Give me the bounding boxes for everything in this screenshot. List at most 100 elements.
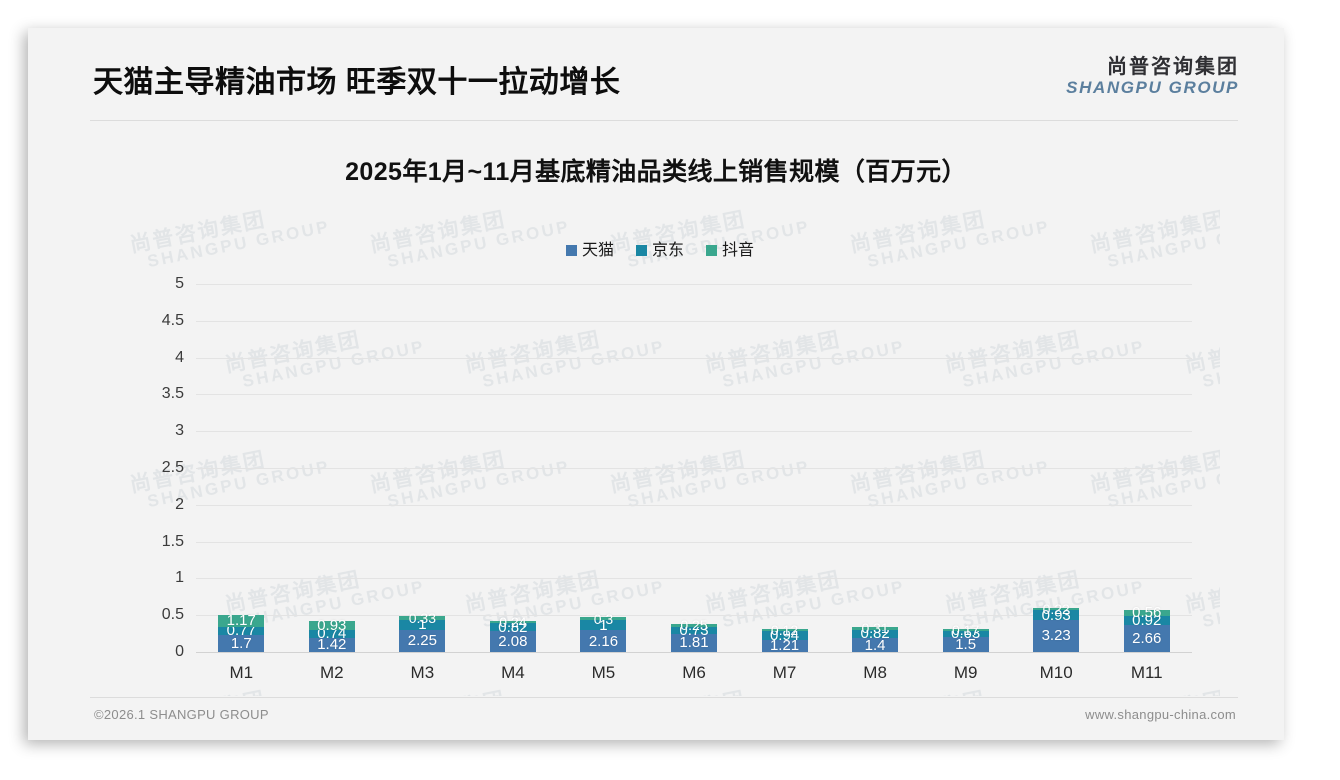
bar-segment-tmall[interactable]: 2.66	[1123, 624, 1170, 652]
bar-value-label: 0.25	[680, 617, 708, 634]
y-axis-tick-label: 1	[175, 569, 184, 587]
legend-swatch-icon	[635, 245, 647, 256]
bar-value-label: 0.56	[1132, 604, 1162, 622]
legend-label: 抖音	[722, 242, 755, 259]
gridline: 2.5	[162, 459, 1192, 476]
stacked-bar[interactable]: 2.25 1 0.33	[399, 602, 446, 652]
bar-value-label: 2.08	[498, 633, 528, 651]
logo-english-text: SHANGPU GROUP	[1066, 78, 1239, 97]
bar-column[interactable]: 1.4 0.82 0.31 M8	[830, 284, 921, 682]
bar-segment-tmall[interactable]: 1.81	[671, 633, 717, 652]
bar-value-label: 0.17	[952, 621, 980, 638]
bar-segment-jd[interactable]: 0.93	[1033, 607, 1080, 624]
bar-column[interactable]: 1.42 0.74 0.93 M2	[287, 284, 378, 682]
x-axis-tick-label: M9	[953, 663, 978, 682]
stacked-bar[interactable]: 1.21 0.94 0.12	[761, 602, 808, 655]
bar-segment-tmall[interactable]: 1.5	[942, 636, 989, 653]
bar-value-label: 1.21	[769, 637, 800, 655]
bar-segment-tmall[interactable]: 3.23	[1033, 619, 1080, 652]
footer-website: www.shangpu-china.com	[1085, 707, 1236, 722]
bar-segment-tmall[interactable]: 1.7	[218, 634, 265, 652]
x-axis-tick-label: M5	[591, 663, 616, 682]
bar-column[interactable]: 2.16 1 0.3 M5	[558, 284, 649, 682]
legend-item-jd[interactable]: 京东	[635, 236, 684, 260]
slide-canvas: 天猫主导精油市场 旺季双十一拉动增长 尚普咨询集团 SHANGPU GROUP …	[28, 28, 1284, 740]
bar-value-label: 1	[418, 616, 427, 633]
bar-value-label: 1.17	[226, 612, 256, 630]
gridline: 4.5	[162, 312, 1192, 329]
header-divider	[90, 120, 1238, 121]
bar-segment-jd[interactable]: 1	[399, 616, 446, 633]
legend-swatch-icon	[706, 245, 717, 256]
slide-header: 天猫主导精油市场 旺季双十一拉动增长 尚普咨询集团 SHANGPU GROUP	[28, 28, 1284, 120]
stacked-bar[interactable]: 2.08 0.82 0.24	[489, 602, 536, 652]
bar-column[interactable]: 1.21 0.94 0.12 M7	[739, 284, 830, 682]
x-axis-tick-label: M4	[501, 663, 525, 682]
y-axis-tick-label: 0.5	[161, 606, 184, 624]
legend-item-tmall[interactable]: 天猫	[565, 236, 614, 260]
legend-swatch-icon	[565, 245, 577, 256]
gridline: 1.5	[162, 533, 1192, 550]
bar-value-label: 0.92	[1132, 611, 1162, 629]
bar-value-label: 0.93	[317, 616, 347, 634]
gridline: 1	[175, 569, 1192, 586]
stacked-bar[interactable]: 1.5 0.63 0.17	[942, 602, 989, 653]
bar-column[interactable]: 2.66 0.92 0.56 M11	[1101, 284, 1192, 682]
bar-segment-douyin[interactable]: 0.12	[761, 622, 808, 638]
x-axis-tick-label: M6	[682, 663, 706, 682]
legend-label: 京东	[651, 242, 684, 259]
bar-segment-douyin[interactable]: 0.56	[1123, 604, 1170, 621]
stacked-bar[interactable]: 2.66 0.92 0.56	[1123, 601, 1170, 652]
y-axis-tick-label: 4.5	[161, 311, 184, 329]
gridlines: 0 0.5 1 1.5 2 2.5 3 3.5 4 4.5 5	[162, 275, 1192, 660]
footer-copyright: ©2026.1 SHANGPU GROUP	[94, 707, 269, 722]
bar-segment-tmall[interactable]: 1.21	[761, 637, 808, 655]
legend-label: 天猫	[581, 242, 614, 259]
bar-segment-jd[interactable]: 1	[580, 617, 627, 634]
bar-column[interactable]: 1.7 0.77 1.17 M1	[196, 284, 287, 682]
bar-segment-douyin[interactable]: 0.22	[1033, 601, 1080, 617]
bar-segment-douyin[interactable]: 0.24	[489, 614, 536, 630]
y-axis-tick-label: 2.5	[161, 459, 184, 476]
bar-segment-jd[interactable]: 0.92	[1123, 612, 1170, 629]
bar-segment-douyin[interactable]: 0.93	[308, 617, 355, 634]
bar-segment-jd[interactable]: 0.94	[761, 627, 808, 644]
bar-value-label: 1	[599, 616, 608, 634]
stacked-bar[interactable]: 1.81 0.73 0.25	[671, 602, 717, 652]
stacked-bar[interactable]: 1.4 0.82 0.31	[852, 602, 899, 654]
chart-title: 2025年1月~11月基底精油品类线上销售规模（百万元）	[345, 158, 967, 186]
bar-column[interactable]: 3.23 0.93 0.22 M10	[1011, 284, 1102, 682]
bar-segment-tmall[interactable]: 1.42	[308, 636, 355, 653]
plot-area: 0 0.5 1 1.5 2 2.5 3 3.5 4 4.5 5 1.7 0.77 1.17 M1 1.42 0…	[162, 275, 1192, 682]
stacked-bar[interactable]: 3.23 0.93 0.22	[1033, 601, 1080, 652]
bar-segment-douyin[interactable]: 0.33	[399, 610, 446, 626]
y-axis-tick-label: 4	[175, 348, 184, 366]
bar-segment-tmall[interactable]: 2.08	[489, 631, 536, 652]
bar-column[interactable]: 1.81 0.73 0.25 M6	[649, 284, 740, 682]
bar-segment-tmall[interactable]: 1.4	[852, 637, 899, 654]
y-axis-tick-label: 0	[175, 643, 184, 660]
stacked-bar[interactable]: 2.16 1 0.3	[580, 602, 627, 652]
bar-column[interactable]: 2.25 1 0.33 M3	[377, 284, 468, 682]
bar-segment-douyin[interactable]: 1.17	[218, 612, 265, 630]
x-axis-tick-label: M11	[1130, 663, 1163, 682]
bar-value-label: 0.94	[769, 626, 800, 644]
bar-segment-douyin[interactable]: 0.3	[580, 611, 627, 627]
x-axis-tick-label: M8	[863, 663, 887, 682]
bar-segment-douyin[interactable]: 0.25	[671, 617, 717, 633]
stacked-bar[interactable]: 1.42 0.74 0.93	[308, 601, 355, 653]
gridline: 3	[175, 422, 1192, 439]
bar-segment-tmall[interactable]: 2.25	[399, 629, 446, 652]
gridline: 4	[175, 349, 1192, 366]
bar-segment-douyin[interactable]: 0.17	[942, 622, 989, 638]
bar-segment-tmall[interactable]: 2.16	[580, 630, 627, 652]
stacked-bar[interactable]: 1.7 0.77 1.17	[218, 601, 265, 652]
bar-column[interactable]: 1.5 0.63 0.17 M9	[920, 284, 1011, 682]
bar-segment-douyin[interactable]: 0.31	[852, 620, 899, 636]
bar-column[interactable]: 2.08 0.82 0.24 M4	[468, 284, 559, 682]
legend-item-douyin[interactable]: 抖音	[706, 236, 754, 260]
bar-value-label: 2.66	[1132, 629, 1162, 647]
